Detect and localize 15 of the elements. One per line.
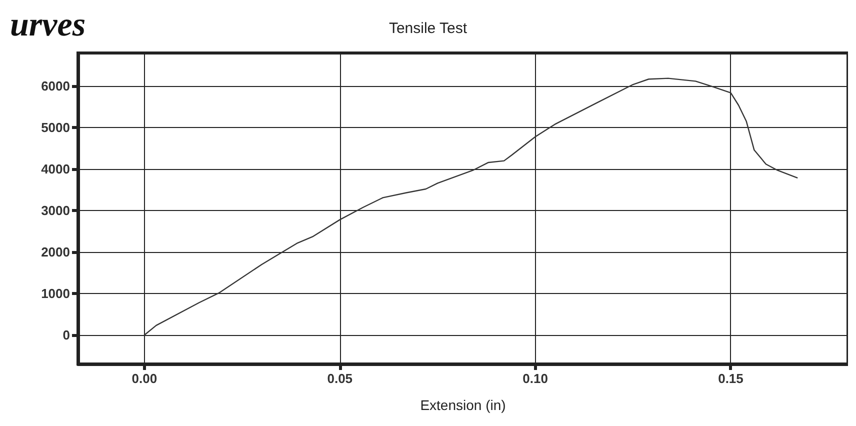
x-tick-label: 0.00	[132, 371, 158, 386]
chart-title: Tensile Test	[388, 20, 468, 37]
y-tick-label: 1000	[41, 286, 70, 302]
x-tick-label: 0.15	[718, 371, 744, 386]
line-series	[144, 78, 798, 336]
y-tick-label: 6000	[41, 78, 70, 94]
y-tick-label: 4000	[41, 162, 70, 177]
x-axis-title: Extension (in)	[420, 397, 506, 413]
y-tick-label: 2000	[41, 244, 70, 260]
text: urves	[10, 6, 86, 44]
x-tick-label: 0.05	[327, 371, 353, 386]
y-tick-label: 3000	[41, 203, 70, 218]
y-tick-label: 5000	[41, 120, 70, 136]
y-tick-label: 0	[62, 327, 70, 342]
x-tick-label: 0.10	[522, 371, 548, 386]
